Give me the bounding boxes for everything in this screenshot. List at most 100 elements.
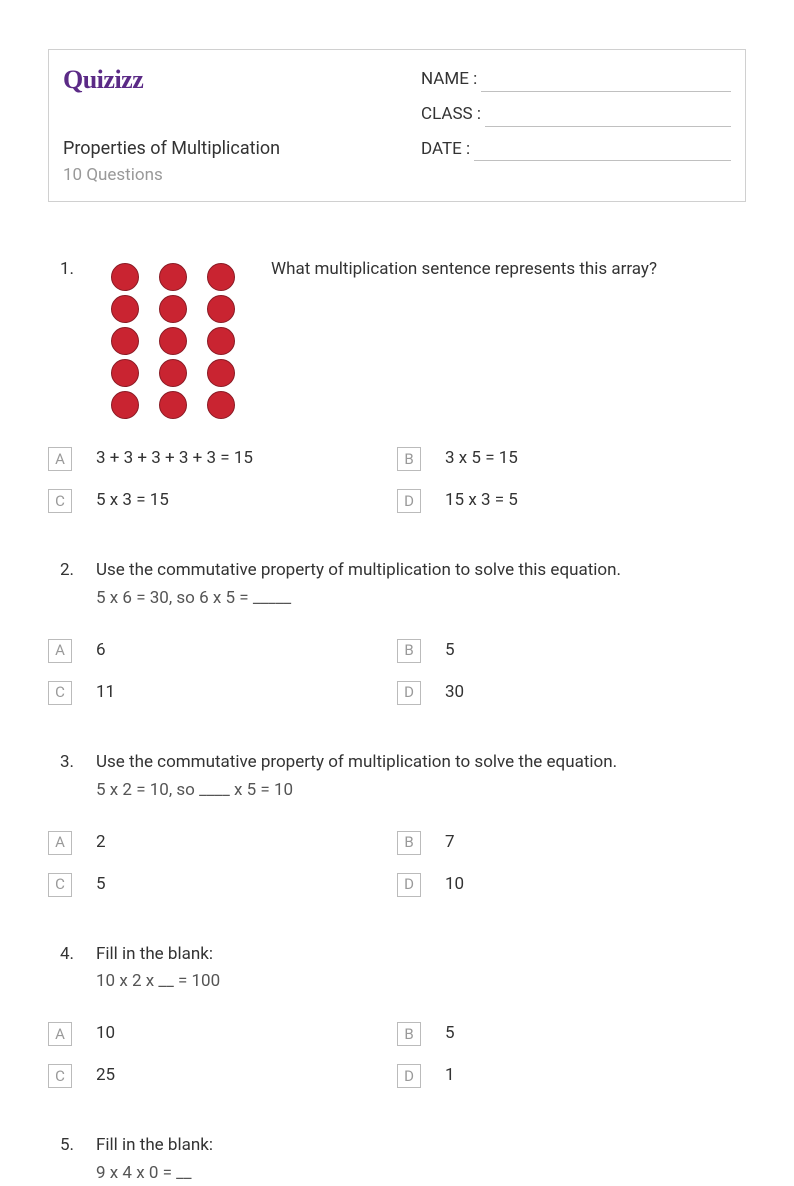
class-label: CLASS : xyxy=(421,103,481,127)
option[interactable]: A 3 + 3 + 3 + 3 + 3 = 15 xyxy=(48,447,397,471)
question: 3.Use the commutative property of multip… xyxy=(48,751,746,915)
question-text: Use the commutative property of multipli… xyxy=(96,559,746,583)
quiz-subtitle: 10 Questions xyxy=(63,164,421,188)
question-text: Fill in the blank: xyxy=(96,1134,746,1158)
question: 2.Use the commutative property of multip… xyxy=(48,559,746,723)
array-dot xyxy=(159,263,187,291)
option-text: 5 xyxy=(445,639,455,663)
option-letter: C xyxy=(48,873,72,897)
option[interactable]: D10 xyxy=(397,873,746,897)
question-text-wrap: What multiplication sentence represents … xyxy=(271,258,746,282)
question-number: 5. xyxy=(48,1134,96,1158)
question-head: 2.Use the commutative property of multip… xyxy=(48,559,746,611)
option[interactable]: B5 xyxy=(397,1022,746,1046)
option-letter: B xyxy=(397,447,421,471)
option[interactable]: D 30 xyxy=(397,681,746,705)
question-head: 5.Fill in the blank:9 x 4 x 0 = __ xyxy=(48,1134,746,1186)
question-subtext: 5 x 2 = 10, so ____ x 5 = 10 xyxy=(96,779,746,803)
option-text: 25 xyxy=(96,1064,115,1088)
name-row: NAME : xyxy=(421,68,731,92)
name-input-line[interactable] xyxy=(481,72,731,92)
option[interactable]: C 11 xyxy=(48,681,397,705)
option[interactable]: B 3 x 5 = 15 xyxy=(397,447,746,471)
option-letter: D xyxy=(397,489,421,513)
option-letter: A xyxy=(48,1022,72,1046)
option-letter: D xyxy=(397,1064,421,1088)
array-dot xyxy=(159,391,187,419)
array-dot xyxy=(111,295,139,323)
date-input-line[interactable] xyxy=(474,141,731,161)
option-text: 3 x 5 = 15 xyxy=(445,447,518,471)
options-grid: A2B7C5D10 xyxy=(48,831,746,915)
question-number: 1. xyxy=(48,258,96,282)
array-dot xyxy=(207,263,235,291)
questions-container: 1. What multiplication sentence represent… xyxy=(0,258,794,1185)
option-letter: A xyxy=(48,831,72,855)
date-label: DATE : xyxy=(421,138,470,162)
option[interactable]: D 15 x 3 = 5 xyxy=(397,489,746,513)
options-grid: A 3 + 3 + 3 + 3 + 3 = 15 B 3 x 5 = 15 C 5 x 3… xyxy=(48,447,746,531)
option-text: 11 xyxy=(96,681,115,705)
option-text: 30 xyxy=(445,681,464,705)
question-head: 3.Use the commutative property of multip… xyxy=(48,751,746,803)
option-letter: C xyxy=(48,489,72,513)
question: 5.Fill in the blank:9 x 4 x 0 = __ xyxy=(48,1134,746,1186)
option-text: 15 x 3 = 5 xyxy=(445,489,518,513)
worksheet-header: Quizizz Properties of Multiplication 10 … xyxy=(48,49,746,202)
option-letter: B xyxy=(397,831,421,855)
array-dot xyxy=(159,359,187,387)
question-text-wrap: Use the commutative property of multipli… xyxy=(96,751,746,803)
question-subtext: 10 x 2 x __ = 100 xyxy=(96,970,746,994)
question-number: 2. xyxy=(48,559,96,583)
array-dot xyxy=(207,391,235,419)
class-input-line[interactable] xyxy=(485,107,731,127)
option[interactable]: C 25 xyxy=(48,1064,397,1088)
question-text: What multiplication sentence represents … xyxy=(271,258,746,282)
option[interactable]: A 10 xyxy=(48,1022,397,1046)
option[interactable]: B5 xyxy=(397,639,746,663)
question-text: Fill in the blank: xyxy=(96,943,746,967)
option-letter: A xyxy=(48,639,72,663)
option-text: 7 xyxy=(445,831,455,855)
option[interactable]: D1 xyxy=(397,1064,746,1088)
question-image xyxy=(96,258,271,419)
array-dot xyxy=(111,327,139,355)
array-dot xyxy=(207,327,235,355)
question-text-wrap: Fill in the blank:9 x 4 x 0 = __ xyxy=(96,1134,746,1186)
options-grid: A 10 B5 C 25 D1 xyxy=(48,1022,746,1106)
option-letter: C xyxy=(48,681,72,705)
question-number: 3. xyxy=(48,751,96,775)
quizizz-logo: Quizizz xyxy=(63,62,421,98)
option-letter: D xyxy=(397,873,421,897)
question-number: 4. xyxy=(48,943,96,967)
question-head: 4.Fill in the blank: 10 x 2 x __ = 100 xyxy=(48,943,746,995)
option-text: 10 xyxy=(96,1022,115,1046)
option-text: 5 x 3 = 15 xyxy=(96,489,169,513)
question: 4.Fill in the blank: 10 x 2 x __ = 100 A 10… xyxy=(48,943,746,1107)
option-letter: B xyxy=(397,639,421,663)
header-left: Quizizz Properties of Multiplication 10 … xyxy=(63,62,421,187)
option[interactable]: C5 xyxy=(48,873,397,897)
option-letter: D xyxy=(397,681,421,705)
header-right: NAME : CLASS : DATE : xyxy=(421,62,731,187)
question-text: Use the commutative property of multipli… xyxy=(96,751,746,775)
option-letter: B xyxy=(397,1022,421,1046)
option-letter: A xyxy=(48,447,72,471)
array-dot xyxy=(207,359,235,387)
date-row: DATE : xyxy=(421,138,731,162)
dot-array xyxy=(96,258,271,419)
quiz-title: Properties of Multiplication xyxy=(63,136,421,161)
option[interactable]: C 5 x 3 = 15 xyxy=(48,489,397,513)
option[interactable]: A6 xyxy=(48,639,397,663)
option-text: 1 xyxy=(445,1064,455,1088)
question-text-wrap: Fill in the blank: 10 x 2 x __ = 100 xyxy=(96,943,746,995)
option-text: 3 + 3 + 3 + 3 + 3 = 15 xyxy=(96,447,253,471)
class-row: CLASS : xyxy=(421,103,731,127)
option-letter: C xyxy=(48,1064,72,1088)
array-dot xyxy=(159,295,187,323)
array-dot xyxy=(111,359,139,387)
option[interactable]: B7 xyxy=(397,831,746,855)
array-dot xyxy=(111,263,139,291)
option-text: 2 xyxy=(96,831,106,855)
option[interactable]: A2 xyxy=(48,831,397,855)
